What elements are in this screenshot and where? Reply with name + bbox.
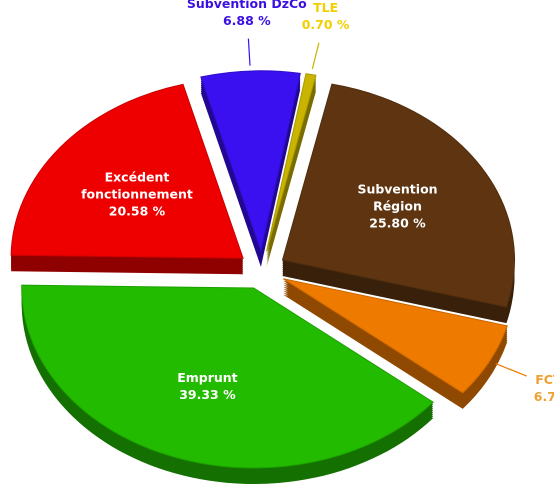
slice-name: Subvention Région [357, 181, 438, 214]
slice-value: 6.88 % [222, 12, 271, 28]
slice [21, 284, 434, 485]
slice-side [266, 81, 316, 260]
slice-value: 39.33 % [179, 387, 236, 403]
slice-value: 20.58 % [108, 203, 166, 219]
slice-side [266, 89, 316, 268]
slice-name: FCTVA [535, 372, 554, 388]
slice-top [21, 284, 434, 469]
slice-top [266, 73, 317, 252]
slice-top [281, 83, 516, 308]
slice [266, 73, 317, 268]
slice-name: Emprunt [177, 370, 238, 386]
data-label: Subvention Région 25.80 % [339, 180, 457, 231]
slice-name: TLE [313, 0, 339, 16]
slice-top [283, 278, 508, 394]
data-label: FCTVA6.72 % [534, 371, 554, 405]
data-label: Excédent fonctionnement 20.58 % [78, 168, 196, 219]
data-label: TLE 0.70 % [302, 0, 350, 33]
slice-side [266, 83, 316, 262]
slice-value: 6.72 % [533, 389, 554, 405]
slice-name: Subvention DzCo [186, 0, 307, 11]
slice-name: Excédent fonctionnement [81, 169, 193, 202]
slice-top [10, 83, 244, 259]
leader-line [311, 42, 320, 70]
slice-side [266, 87, 316, 266]
slice-side [266, 77, 316, 256]
leader-line [247, 38, 251, 66]
slice-value: 0.70 % [301, 17, 350, 33]
data-label: Subvention DzCo 6.88 % [187, 0, 307, 29]
slice-side [266, 79, 316, 258]
slice-top [200, 70, 301, 253]
slice [283, 278, 508, 409]
leader-line [495, 363, 527, 377]
slice [200, 70, 301, 267]
slice-value: 25.80 % [369, 215, 426, 231]
slice [281, 83, 516, 324]
slice-side [266, 85, 316, 264]
slice [10, 83, 244, 275]
data-label: Emprunt 39.33 % [148, 369, 266, 403]
